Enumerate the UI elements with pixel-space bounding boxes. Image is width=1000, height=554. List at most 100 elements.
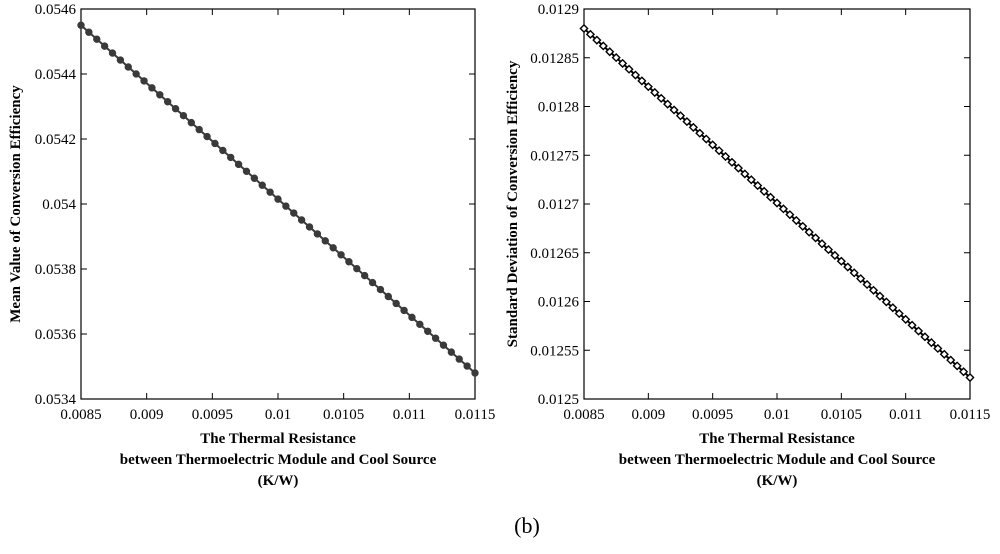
y-tick-label: 0.0542 [35, 132, 76, 148]
data-point [740, 169, 750, 179]
data-point [727, 157, 737, 167]
data-point [843, 262, 853, 272]
x-tick-label: 0.009 [130, 407, 164, 423]
x-axis-label-line-1: The Thermal Resistance [699, 431, 855, 447]
y-tick-label: 0.0544 [35, 67, 77, 83]
series-group [579, 23, 975, 383]
data-point [759, 186, 769, 196]
data-point [321, 237, 329, 245]
data-point [132, 70, 140, 78]
data-point [360, 271, 369, 280]
x-tick-label: 0.01 [265, 407, 291, 423]
data-point [682, 116, 692, 127]
data-point [708, 140, 718, 150]
data-point [598, 41, 608, 51]
x-tick-label: 0.0095 [192, 407, 233, 423]
data-point [778, 204, 789, 214]
data-point [266, 188, 274, 196]
data-point [926, 338, 936, 348]
data-point [663, 99, 673, 109]
data-point [939, 349, 949, 359]
tick-group: 0.0085 0.009 0.0095 0.01 0.0105 0.011 0.0115 0.… [35, 2, 496, 423]
data-point [830, 250, 840, 260]
plot-frame [80, 8, 476, 400]
data-point [234, 160, 243, 169]
data-point [337, 251, 345, 259]
data-point [868, 285, 879, 295]
data-point [643, 82, 653, 92]
data-point [455, 355, 463, 363]
chart-std-conversion-efficiency: 0.0085 0.009 0.0095 0.01 0.0105 0.011 0.0115 0.… [505, 2, 990, 489]
y-tick-label: 0.054 [42, 197, 76, 213]
data-point [952, 361, 962, 371]
data-point [242, 167, 251, 176]
data-point [836, 256, 846, 266]
data-point [958, 367, 969, 377]
data-point [772, 198, 782, 208]
data-point [849, 268, 859, 278]
data-point [203, 132, 211, 141]
data-point [439, 341, 448, 349]
x-tick-label: 0.0105 [821, 407, 862, 423]
data-point [920, 332, 930, 342]
data-point [753, 180, 763, 191]
y-tick-label: 0.0126 [538, 295, 580, 311]
x-tick-label: 0.011 [889, 407, 922, 423]
data-point [733, 163, 743, 173]
data-point [227, 153, 235, 162]
data-point [811, 233, 821, 243]
figure-caption: (b) [514, 513, 540, 538]
data-point [416, 320, 424, 329]
y-tick-label: 0.0129 [538, 2, 579, 18]
x-tick-label: 0.011 [393, 407, 426, 423]
data-point [714, 146, 724, 156]
data-point [274, 195, 282, 203]
data-point [329, 244, 337, 252]
data-point [108, 49, 117, 57]
data-point [637, 76, 647, 86]
data-point [856, 274, 866, 284]
data-point [163, 98, 172, 106]
y-axis-label: Mean Value of Conversion Efficiency [8, 85, 24, 323]
data-point [400, 306, 408, 315]
data-point [195, 125, 203, 134]
data-point [881, 297, 891, 307]
data-point [290, 209, 298, 217]
data-point [211, 139, 219, 148]
y-tick-label: 0.0546 [35, 2, 77, 18]
data-point [656, 93, 666, 103]
x-axis-label-line-3: (K/W) [258, 473, 299, 489]
data-point [156, 91, 164, 99]
data-point [804, 227, 814, 237]
data-point [875, 291, 885, 301]
data-point [605, 47, 615, 57]
data-point [791, 215, 801, 226]
data-point [376, 285, 385, 294]
data-point [585, 29, 596, 39]
y-tick-label: 0.01285 [530, 51, 579, 67]
data-point [624, 64, 634, 74]
data-point [77, 21, 85, 29]
data-point [187, 118, 196, 127]
data-point [862, 279, 872, 290]
x-tick-label: 0.0115 [455, 407, 496, 423]
data-point [219, 146, 227, 155]
data-point [431, 334, 440, 342]
data-point [933, 343, 943, 354]
data-point [140, 77, 148, 85]
data-point [258, 181, 266, 189]
x-axis-label-line-3: (K/W) [757, 473, 798, 489]
series-group [77, 21, 479, 377]
data-point [817, 239, 827, 249]
y-tick-label: 0.01275 [530, 148, 579, 164]
data-point [798, 221, 808, 231]
data-point [85, 28, 93, 36]
data-point [100, 42, 109, 50]
x-tick-label: 0.0085 [60, 407, 101, 423]
data-point [408, 313, 416, 322]
data-point [471, 369, 479, 377]
data-point [353, 264, 361, 273]
y-tick-label: 0.0127 [538, 197, 580, 213]
x-axis-label-line-1: The Thermal Resistance [200, 431, 356, 447]
data-point [669, 105, 679, 115]
